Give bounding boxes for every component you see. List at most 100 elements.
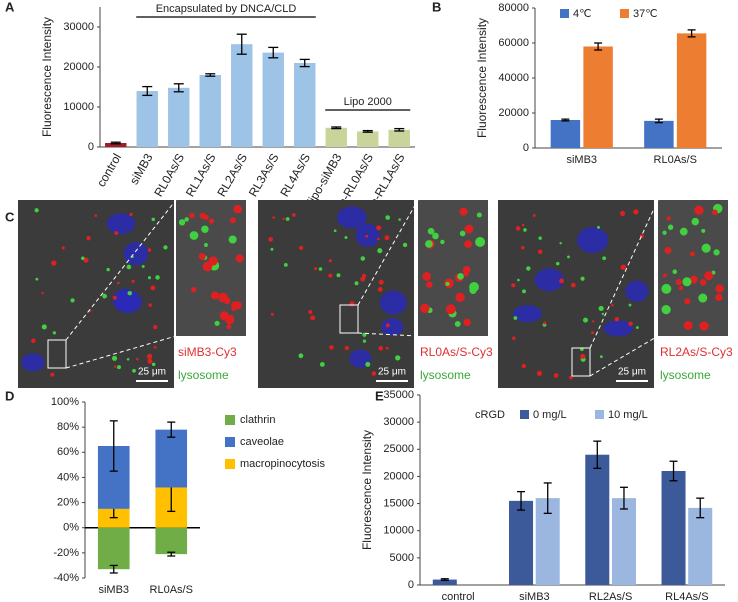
dot <box>699 321 709 331</box>
y-tick-label: 0 <box>88 141 94 153</box>
bar <box>325 127 347 147</box>
dot <box>515 226 521 231</box>
dot <box>537 249 543 254</box>
scale-label: 25 μm <box>138 367 166 378</box>
dot <box>682 277 692 287</box>
dot <box>178 219 186 226</box>
bar <box>155 527 188 555</box>
y-tick-label: 20000 <box>383 470 414 482</box>
dot <box>445 304 456 315</box>
dot <box>611 304 614 307</box>
dot <box>329 345 334 350</box>
x-tick-label: RL0As/S <box>654 154 697 166</box>
dot <box>684 298 691 305</box>
dot <box>570 282 576 288</box>
dot <box>689 275 698 284</box>
dot <box>694 205 704 215</box>
dot <box>662 273 667 278</box>
bar <box>155 429 188 488</box>
dot <box>455 292 465 302</box>
y-tick-label: 25000 <box>383 443 414 455</box>
legend-swatch <box>595 410 604 419</box>
panel-label: D <box>5 388 14 403</box>
dot <box>457 273 464 280</box>
y-tick-label: 40% <box>57 471 79 483</box>
x-tick-label: control <box>94 151 124 189</box>
x-tick-label: siMB3 <box>98 584 129 596</box>
dot <box>35 277 39 281</box>
dot <box>628 303 632 307</box>
dot <box>582 317 589 323</box>
legend-label: 0 mg/L <box>533 409 567 421</box>
dot <box>361 273 367 279</box>
zoom-line <box>589 335 659 377</box>
y-tick-label: 20% <box>57 496 79 508</box>
legend-label: 4℃ <box>573 8 591 20</box>
dot <box>377 237 380 241</box>
nucleus <box>379 290 407 315</box>
error-bar <box>142 85 153 97</box>
dot <box>713 249 720 256</box>
dot <box>298 245 304 251</box>
error-bar <box>654 118 663 124</box>
probe-label: RL2As/S-Cy3 <box>660 345 733 359</box>
dot <box>522 289 526 294</box>
y-tick-label: -20% <box>53 547 79 559</box>
x-tick-label: siMB3 <box>566 154 597 166</box>
dot <box>513 316 518 320</box>
nucleus <box>337 206 367 229</box>
dot <box>398 218 401 221</box>
dot <box>635 326 639 329</box>
y-tick-label: 80% <box>57 421 79 433</box>
dot <box>440 239 445 245</box>
dot <box>667 224 674 230</box>
dot <box>150 285 156 291</box>
x-tick-label: siMB3 <box>127 151 156 187</box>
dot <box>675 279 682 286</box>
error-bar <box>394 127 405 132</box>
error-bar <box>687 29 696 38</box>
panel-label: C <box>5 209 15 224</box>
dot <box>422 272 432 281</box>
dot <box>314 267 318 271</box>
dot <box>360 256 366 261</box>
dot <box>129 212 133 217</box>
dot <box>349 301 355 307</box>
dot <box>153 324 158 330</box>
dot <box>464 240 472 248</box>
error-bar <box>236 33 247 55</box>
dot <box>377 286 383 292</box>
zoom-line <box>357 199 419 306</box>
dot <box>328 259 332 263</box>
dot <box>620 210 626 217</box>
dot <box>459 230 466 237</box>
dot <box>715 293 723 302</box>
bar <box>583 46 613 148</box>
error-bar <box>696 497 705 519</box>
dot <box>475 237 486 248</box>
dot <box>198 252 206 260</box>
dot <box>377 248 383 254</box>
dot <box>208 256 218 266</box>
scale-label: 25 μm <box>378 367 406 378</box>
dot <box>536 370 543 376</box>
stain-label: lysosome <box>420 368 471 382</box>
legend-label: macropinocytosis <box>240 458 325 470</box>
dot <box>395 355 401 361</box>
dot <box>229 217 236 224</box>
bar <box>262 52 284 147</box>
dot <box>420 303 430 314</box>
dot <box>228 235 237 244</box>
dot <box>526 266 531 271</box>
y-tick-label: 20000 <box>498 107 529 119</box>
y-tick-label: 80000 <box>498 2 529 14</box>
dot <box>384 235 390 241</box>
dot <box>462 265 471 274</box>
dot <box>591 331 595 335</box>
error-bar <box>109 564 118 574</box>
dot <box>567 255 570 259</box>
dot <box>83 257 89 263</box>
dot <box>147 358 153 364</box>
bar <box>357 131 379 147</box>
nucleus <box>534 268 564 292</box>
